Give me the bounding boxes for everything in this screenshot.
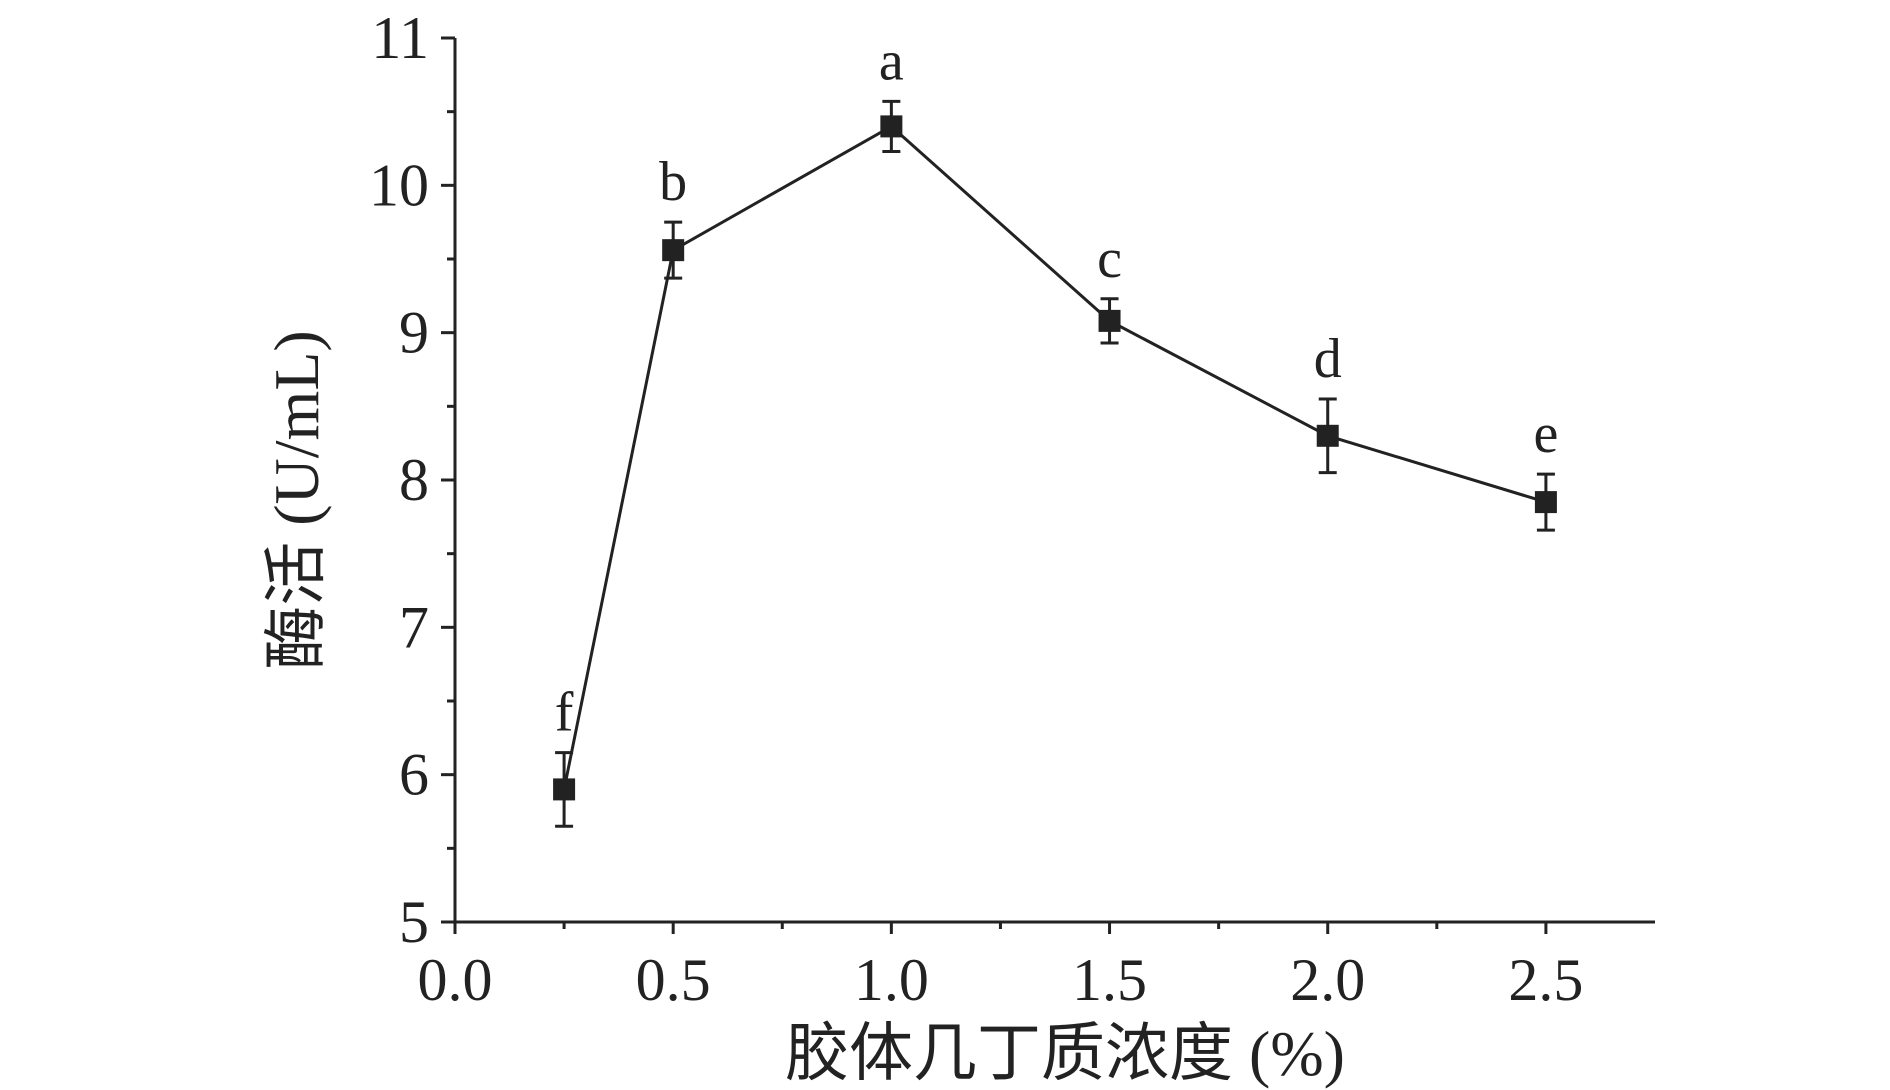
significance-label: a (879, 30, 904, 92)
x-tick-label: 1.0 (854, 947, 929, 1013)
x-tick-label: 0.0 (418, 947, 493, 1013)
axes: 0.0 0.5 1.0 1.5 2.0 2.5 5 6 7 8 9 10 11 (369, 5, 1655, 1013)
significance-label: c (1097, 228, 1122, 290)
x-tick-label: 1.5 (1072, 947, 1147, 1013)
significance-label: b (659, 151, 687, 213)
x-ticks: 0.0 0.5 1.0 1.5 2.0 2.5 (418, 922, 1583, 1013)
y-tick-label: 7 (399, 594, 429, 660)
significance-label: d (1314, 328, 1342, 390)
y-axis-title: 酶活 (U/mL) (261, 330, 332, 670)
series-group: f b a c d e (553, 30, 1559, 828)
y-tick-label: 10 (369, 152, 429, 218)
x-tick-label: 2.5 (1508, 947, 1583, 1013)
markers (553, 115, 1557, 801)
significance-label: f (555, 682, 574, 744)
significance-label: e (1533, 403, 1558, 465)
data-marker (1098, 309, 1121, 332)
x-tick-label: 0.5 (636, 947, 711, 1013)
series-line (562, 124, 1547, 790)
y-ticks: 5 6 7 8 9 10 11 (369, 5, 455, 955)
x-axis-title: 胶体几丁质浓度 (%) (785, 1018, 1345, 1089)
data-marker (880, 115, 903, 138)
data-marker (1534, 491, 1557, 514)
error-bars (555, 99, 1555, 828)
x-tick-label: 2.0 (1290, 947, 1365, 1013)
y-tick-label: 11 (371, 5, 429, 71)
y-tick-label: 5 (399, 889, 429, 955)
point-labels: f b a c d e (555, 30, 1559, 743)
y-tick-label: 6 (399, 742, 429, 808)
y-tick-label: 8 (399, 447, 429, 513)
y-tick-label: 9 (399, 300, 429, 366)
data-marker (662, 239, 685, 262)
data-marker (1316, 424, 1339, 447)
data-marker (553, 778, 576, 801)
